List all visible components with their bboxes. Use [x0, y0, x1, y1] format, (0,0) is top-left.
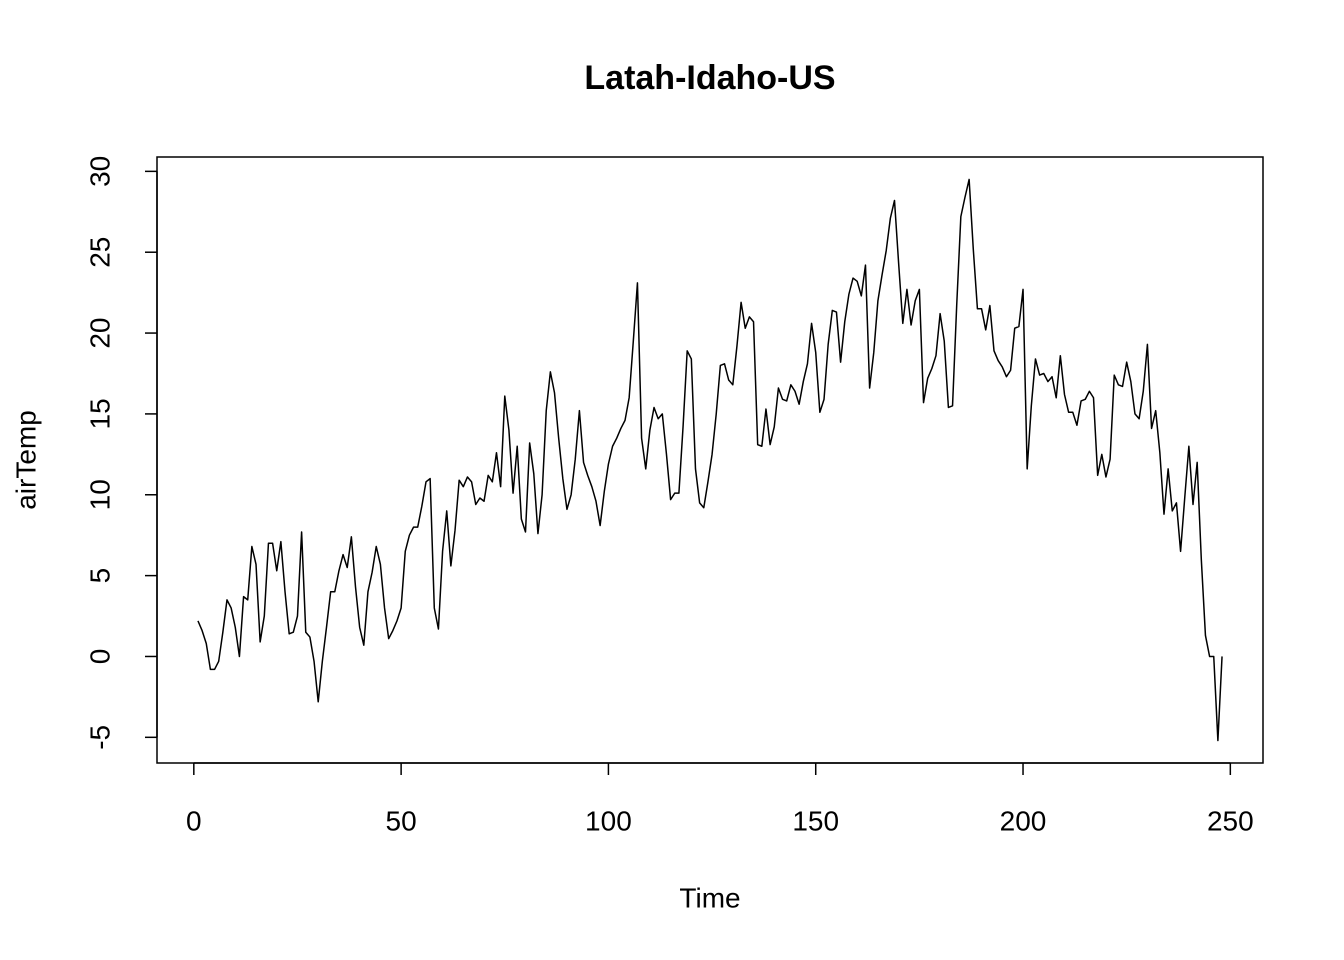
y-tick-label: -5	[84, 725, 115, 750]
y-tick-label: 25	[84, 237, 115, 268]
chart-title: Latah-Idaho-US	[584, 59, 835, 97]
y-tick-label: 0	[84, 649, 115, 665]
x-tick-label: 50	[386, 805, 417, 836]
x-tick-label: 250	[1207, 805, 1254, 836]
y-axis-label: airTemp	[10, 410, 41, 510]
y-tick-label: 20	[84, 317, 115, 348]
y-tick-label: 5	[84, 568, 115, 584]
x-tick-label: 0	[186, 805, 202, 836]
x-tick-label: 200	[1000, 805, 1047, 836]
x-axis-label: Time	[679, 882, 740, 913]
y-tick-label: 15	[84, 398, 115, 429]
y-tick-label: 10	[84, 479, 115, 510]
data-line	[197, 178, 1223, 742]
x-tick-label: 150	[792, 805, 839, 836]
x-tick-label: 100	[585, 805, 632, 836]
y-tick-label: 30	[84, 156, 115, 187]
